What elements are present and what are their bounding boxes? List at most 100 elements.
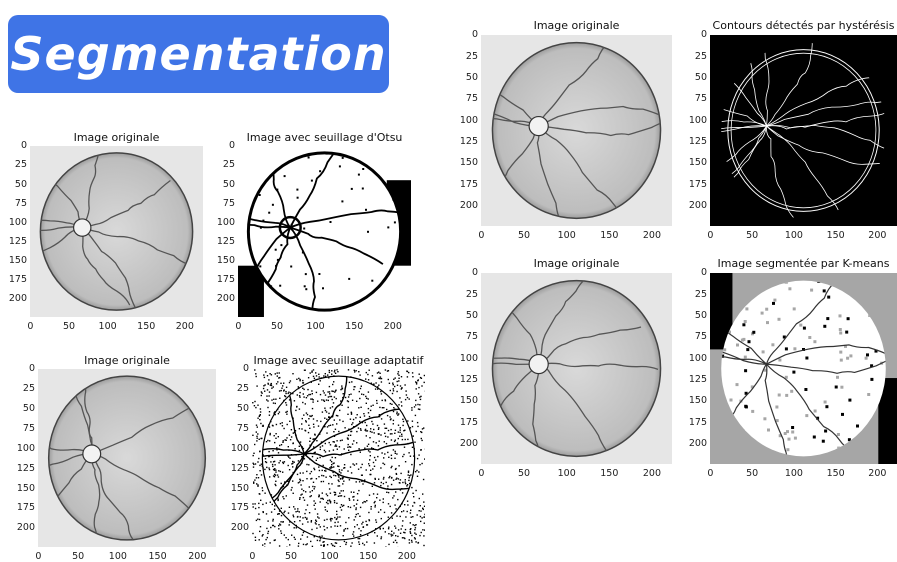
noise-pixel	[264, 543, 266, 545]
noise-pixel	[420, 531, 422, 534]
noise-pixel	[268, 411, 271, 413]
noise-pixel	[339, 546, 341, 547]
y-tick-label: 175	[688, 178, 707, 190]
cluster-pixel	[823, 324, 827, 328]
noise-pixel	[376, 402, 378, 404]
noise-pixel	[400, 528, 402, 530]
noise-pixel	[315, 372, 317, 374]
noise-pixel	[334, 525, 336, 527]
noise-pixel	[320, 480, 322, 483]
noise-pixel	[343, 467, 345, 469]
noise-pixel	[408, 477, 410, 479]
noise-pixel	[252, 503, 254, 505]
cluster-pixel	[785, 393, 789, 397]
noise-pixel	[408, 479, 410, 482]
noise-pixel	[384, 399, 386, 401]
subplot-image	[710, 273, 897, 464]
noise-pixel	[377, 388, 379, 390]
noise-pixel	[255, 373, 257, 375]
noise-pixel	[405, 394, 408, 396]
noise-pixel	[277, 513, 280, 515]
vessel	[538, 326, 642, 365]
noise-pixel	[252, 466, 255, 468]
noise-pixel	[399, 427, 401, 429]
noise-pixel	[375, 519, 377, 521]
noise-pixel	[294, 448, 296, 450]
noise-pixel	[414, 538, 416, 540]
noise-pixel	[272, 475, 275, 477]
noise-pixel	[342, 535, 344, 537]
noise-pixel	[317, 400, 319, 402]
noise-pixel	[275, 433, 277, 435]
noise-pixel	[348, 381, 351, 384]
noise-pixel	[278, 411, 281, 413]
noise-pixel	[379, 406, 381, 409]
noise-pixel	[298, 395, 301, 397]
noise-pixel	[412, 516, 414, 518]
speckle	[296, 196, 299, 199]
noise-pixel	[312, 481, 315, 483]
vessel	[90, 453, 101, 540]
noise-pixel	[274, 474, 277, 476]
noise-pixel	[292, 373, 294, 375]
x-tick-label: 150	[148, 551, 167, 562]
noise-pixel	[355, 481, 357, 483]
noise-pixel	[394, 539, 397, 542]
noise-pixel	[274, 468, 276, 470]
noise-pixel	[322, 390, 324, 392]
x-tick-label: 50	[62, 321, 76, 332]
noise-pixel	[306, 504, 309, 506]
noise-pixel	[364, 501, 367, 503]
noise-pixel	[382, 501, 384, 504]
noise-pixel	[343, 480, 345, 482]
noise-pixel	[372, 441, 375, 443]
noise-pixel	[361, 480, 363, 482]
vessel	[250, 152, 291, 229]
noise-pixel	[371, 447, 373, 449]
noise-pixel	[332, 471, 334, 474]
noise-pixel	[319, 526, 321, 528]
noise-pixel	[382, 527, 384, 530]
noise-pixel	[286, 437, 288, 439]
noise-pixel	[347, 413, 349, 415]
vessel	[721, 363, 767, 444]
noise-pixel	[315, 520, 318, 522]
page-title: Segmentation	[10, 27, 387, 81]
x-tick-label: 200	[175, 321, 194, 332]
noise-pixel	[367, 407, 370, 410]
noise-pixel	[392, 410, 395, 413]
speckle	[290, 265, 293, 268]
x-tick-label: 0	[707, 468, 714, 479]
noise-pixel	[330, 467, 332, 469]
noise-pixel	[352, 531, 355, 533]
speckle	[371, 279, 374, 282]
y-tick-label: 25	[236, 383, 249, 395]
noise-pixel	[343, 540, 346, 543]
noise-pixel	[289, 544, 291, 546]
vessel	[284, 376, 305, 455]
speckle	[304, 273, 307, 276]
noise-pixel	[338, 476, 340, 478]
noise-pixel	[418, 471, 420, 473]
noise-pixel	[387, 429, 390, 432]
noise-pixel	[390, 428, 392, 431]
noise-pixel	[394, 429, 397, 431]
noise-pixel	[312, 418, 315, 420]
noise-pixel	[342, 396, 344, 399]
optic-disc	[528, 115, 549, 137]
noise-pixel	[362, 393, 365, 396]
noise-pixel	[278, 377, 280, 379]
noise-pixel	[255, 406, 257, 409]
noise-pixel	[299, 396, 301, 398]
noise-pixel	[415, 381, 417, 383]
edge-contour	[745, 42, 767, 127]
noise-pixel	[270, 382, 272, 385]
noise-pixel	[277, 381, 279, 383]
noise-pixel	[406, 396, 409, 399]
noise-pixel	[419, 396, 421, 398]
noise-pixel	[313, 468, 316, 471]
noise-pixel	[260, 391, 263, 393]
speckle	[270, 285, 273, 288]
noise-pixel	[375, 382, 377, 384]
noise-pixel	[328, 488, 331, 490]
